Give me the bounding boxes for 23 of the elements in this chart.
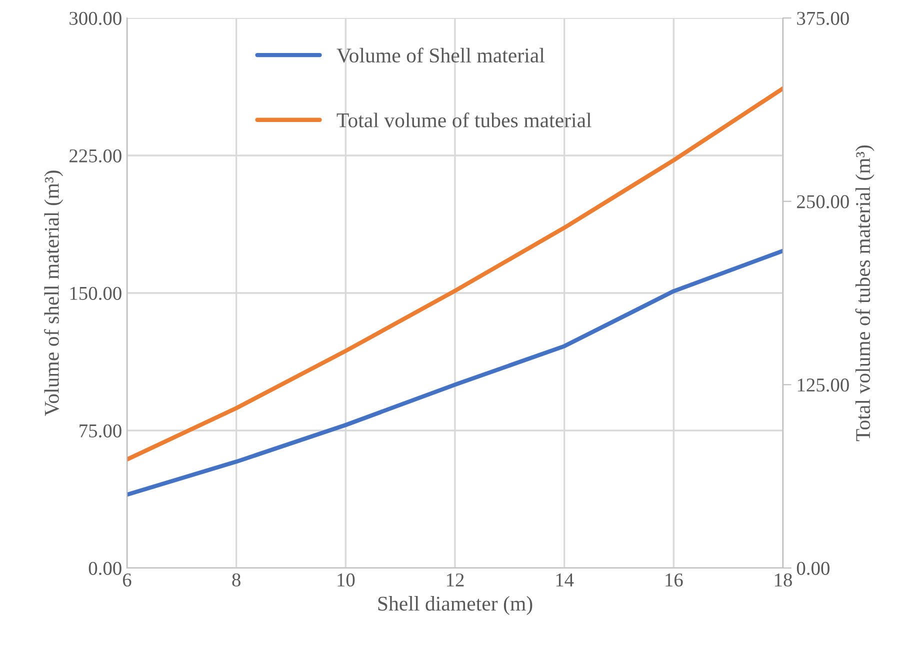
x-tick-label: 12 <box>446 573 464 586</box>
line-series <box>127 86 783 462</box>
y-axis-title: Volume of shell material (m³) <box>44 170 64 416</box>
legend-label: Total volume of tubes material <box>336 112 592 128</box>
x-tick-label: 18 <box>774 573 792 587</box>
x-tick-label: 16 <box>666 573 683 587</box>
y-tick-label: 0.00 <box>88 562 122 576</box>
y2-tick-label: 125.00 <box>798 378 849 392</box>
legend-label: Volume of Shell material <box>336 48 545 63</box>
y-tick-label: 300.00 <box>70 12 122 26</box>
x-tick-label: 6 <box>122 573 132 587</box>
x-tick-label: 14 <box>556 574 574 586</box>
line-series <box>127 248 783 497</box>
y2-axis-title: Total volume of tubes material (m³) <box>855 145 874 442</box>
x-tick-label: 8 <box>232 573 240 587</box>
y-tick-label: 225.00 <box>70 149 122 163</box>
y2-tick-label: 375.00 <box>797 12 849 26</box>
y2-tick-label: 250.00 <box>797 195 849 208</box>
y2-tick-label: 0.00 <box>796 562 830 576</box>
x-tick-label: 10 <box>338 573 355 587</box>
x-axis-title: Shell diameter (m) <box>378 596 532 615</box>
y-tick-label: 75.00 <box>80 424 122 438</box>
y-tick-label: 150.00 <box>70 286 122 300</box>
